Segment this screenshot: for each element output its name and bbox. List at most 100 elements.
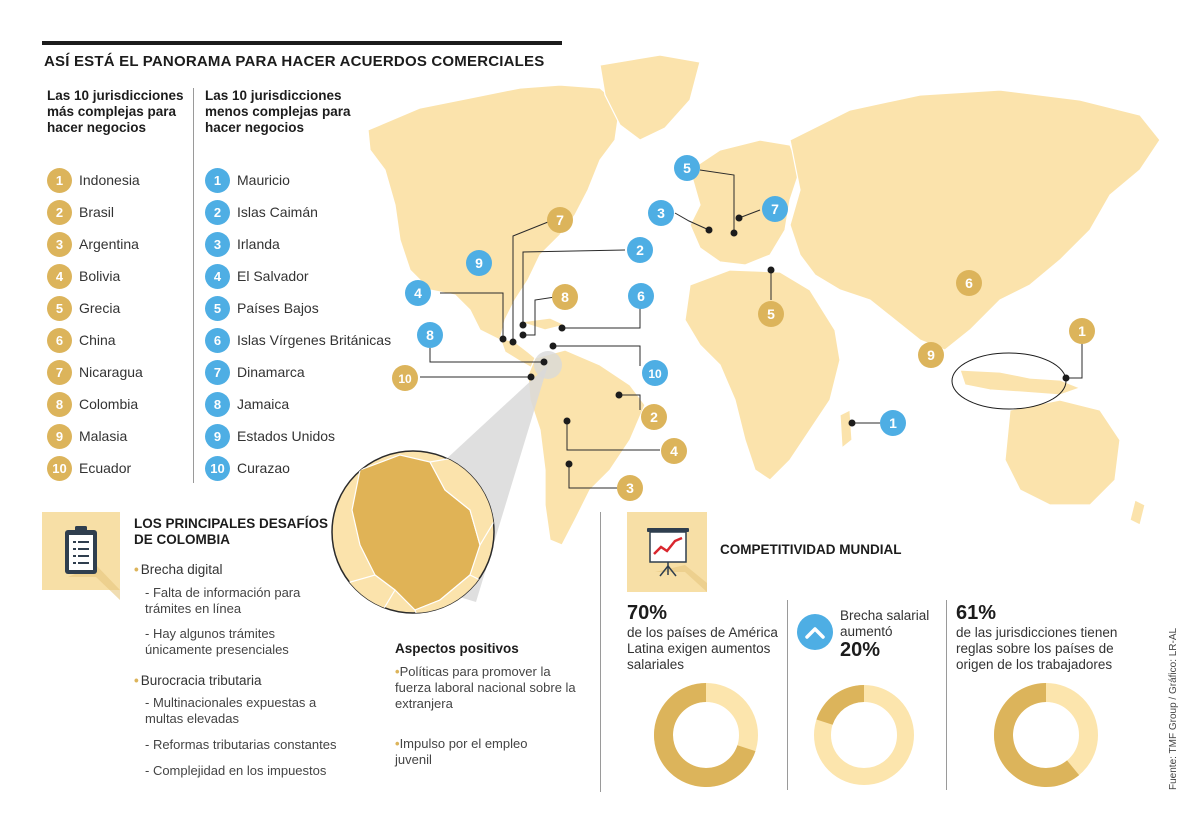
map-marker-label: 7 <box>771 201 779 217</box>
complex-country: Grecia <box>79 300 121 316</box>
complex-row: 7 Nicaragua <box>47 356 143 388</box>
map-marker-badge <box>758 301 784 327</box>
map-marker-label: 3 <box>626 480 634 496</box>
stat3-value: 61% <box>956 602 997 624</box>
complex-row: 6 China <box>47 324 143 356</box>
map-marker-simple-5: 5 <box>674 155 700 181</box>
africa <box>684 269 841 481</box>
complex-row: 1 Indonesia <box>47 164 143 196</box>
complex-rank-badge: 5 <box>47 295 72 321</box>
map-marker-label: 1 <box>1078 323 1086 339</box>
map-marker-simple-3: 3 <box>648 200 674 226</box>
complex-country: Colombia <box>79 396 139 412</box>
bullet-dot: • <box>134 673 139 688</box>
simple-rank-badge: 9 <box>205 423 230 449</box>
simple-country: Islas Caimán <box>237 204 318 220</box>
simple-row: 8 Jamaica <box>205 388 391 420</box>
simple-rank-badge: 2 <box>205 199 230 225</box>
complex-rank-badge: 4 <box>47 263 72 289</box>
zoom-origin <box>534 351 562 379</box>
challenge-digital-item-2: - Hay algunos trámites únicamente presen… <box>145 626 289 657</box>
source-note: Fuente: TMF Group / Gráfico: LR-AL <box>1168 627 1179 790</box>
map-marker-simple-10: 10 <box>642 360 668 386</box>
challenge-tax-label: Burocracia tributaria <box>140 673 262 688</box>
complex-rank-badge: 9 <box>47 423 72 449</box>
simple-country: Islas Vírgenes Británicas <box>237 332 392 348</box>
stat3-text: de las jurisdicciones tienen reglas sobr… <box>956 625 1118 672</box>
competitiveness-title: COMPETITIVIDAD MUNDIAL <box>720 542 902 557</box>
complex-row: 4 Bolivia <box>47 260 143 292</box>
complex-country: Brasil <box>79 204 115 220</box>
map-marker-complex-10: 10 <box>392 365 418 391</box>
simple-row: 6 Islas Vírgenes Británicas <box>205 324 391 356</box>
complex-row: 8 Colombia <box>47 388 143 420</box>
map-marker-label: 9 <box>927 347 935 363</box>
challenges-title-text: LOS PRINCIPALES DESAFÍOS DE COLOMBIA <box>134 516 329 547</box>
donut-2-segment <box>816 685 864 725</box>
complex-country: Nicaragua <box>79 364 143 380</box>
map-marker-label: 8 <box>426 327 434 343</box>
map-marker-badge <box>392 365 418 391</box>
complex-country: Malasia <box>79 428 128 444</box>
stat1-value: 70% <box>627 602 668 624</box>
australia <box>1004 399 1121 506</box>
complex-rank-badge: 1 <box>47 167 72 193</box>
challenge-digital: • Brecha digital <box>134 562 223 577</box>
stat-divider-2 <box>946 600 947 790</box>
simple-country: Mauricio <box>237 172 290 188</box>
simple-country: Irlanda <box>237 236 280 252</box>
madagascar <box>839 409 853 450</box>
donut-charts <box>654 683 1098 788</box>
complex-row: 10 Ecuador <box>47 452 143 484</box>
column-divider <box>193 88 194 483</box>
north-america <box>367 84 621 341</box>
map-marker-label: 5 <box>683 160 691 176</box>
map-marker-complex-9: 9 <box>918 342 944 368</box>
section-divider <box>600 512 601 792</box>
map-marker-label: 9 <box>475 255 483 271</box>
map-marker-badge <box>956 270 982 296</box>
complex-list: 1 Indonesia 2 Brasil 3 Argentina 4 Bolivia 5 Grec… <box>47 164 143 484</box>
map-marker-simple-6: 6 <box>628 283 654 309</box>
simple-country: Países Bajos <box>237 300 319 316</box>
map-marker-label: 3 <box>657 205 665 221</box>
map-marker-badge <box>547 207 573 233</box>
map-marker-simple-9: 9 <box>466 250 492 276</box>
challenge-digital-item-1: - Falta de información para trámites en … <box>145 585 301 616</box>
map-marker-complex-1: 1 <box>1069 318 1095 344</box>
map-marker-badge <box>642 360 668 386</box>
positive-item-1-text: Políticas para promover la fuerza labora… <box>395 664 576 711</box>
map-marker-simple-4: 4 <box>405 280 431 306</box>
map-marker-label: 10 <box>398 372 412 386</box>
stat2-text: Brecha salarial aumentó <box>840 608 930 639</box>
stat2-value: 20% <box>840 639 881 661</box>
map-marker-badge <box>466 250 492 276</box>
map-marker-badge <box>617 475 643 501</box>
map-marker-badge <box>628 283 654 309</box>
simple-row: 9 Estados Unidos <box>205 420 391 452</box>
simple-rank-badge: 6 <box>205 327 230 353</box>
bullet-dot: • <box>395 736 400 751</box>
map-marker-label: 1 <box>889 415 897 431</box>
map-marker-badge <box>405 280 431 306</box>
complex-country: Indonesia <box>79 172 140 188</box>
complex-country: Argentina <box>79 236 139 252</box>
challenge-tax-item-1: - Multinacionales expuestas a multas ele… <box>145 695 317 726</box>
simple-country: El Salvador <box>237 268 309 284</box>
challenges-title: LOS PRINCIPALES DESAFÍOS DE COLOMBIA <box>134 516 334 548</box>
continents <box>367 54 1161 546</box>
location-dots <box>499 214 1070 468</box>
map-marker-label: 2 <box>636 242 644 258</box>
simple-rank-badge: 4 <box>205 263 230 289</box>
complex-rank-badge: 2 <box>47 199 72 225</box>
infographic-title: ASÍ ESTÁ EL PANORAMA PARA HACER ACUERDOS… <box>44 53 545 70</box>
bullet-dot: • <box>134 562 139 577</box>
map-marker-simple-2: 2 <box>627 237 653 263</box>
map-marker-simple-1: 1 <box>880 410 906 436</box>
map-markers: 1 2 3 4 5 6 7 8 9 10 1 2 3 4 5 6 7 8 9 10 <box>392 155 1095 501</box>
map-marker-label: 10 <box>648 367 662 381</box>
map-marker-complex-6: 6 <box>956 270 982 296</box>
simple-row: 7 Dinamarca <box>205 356 391 388</box>
positives-title: Aspectos positivos <box>395 641 519 656</box>
